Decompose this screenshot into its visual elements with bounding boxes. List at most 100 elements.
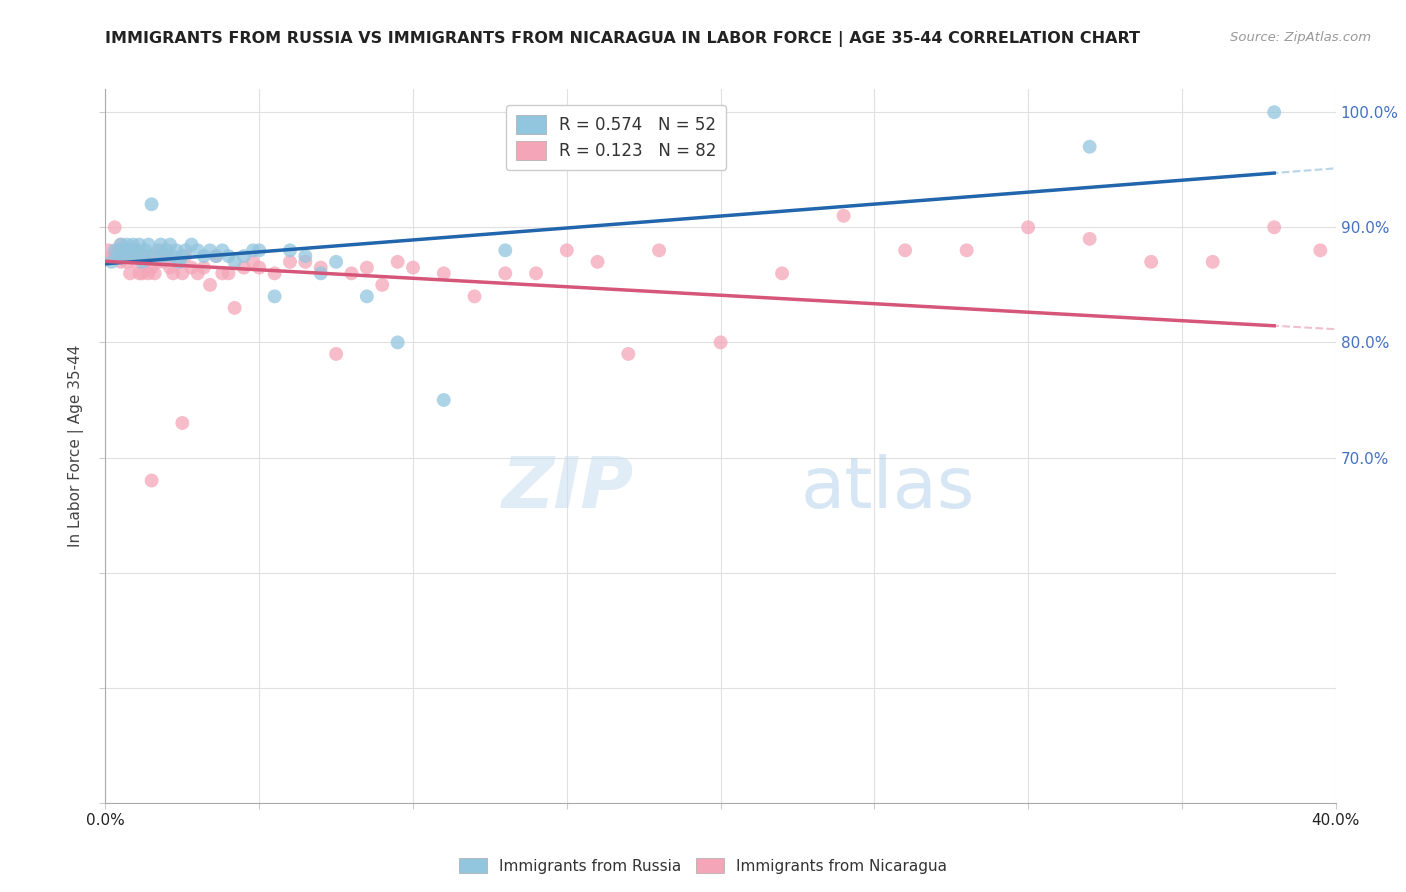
- Point: [309, 260, 332, 275]
- Point: [218, 266, 240, 280]
- Point: [146, 255, 169, 269]
- Point: [110, 237, 132, 252]
- Point: [325, 347, 347, 361]
- Point: [180, 237, 202, 252]
- Point: [128, 249, 150, 263]
- Point: [494, 244, 516, 258]
- Point: [309, 266, 332, 280]
- Point: [159, 237, 181, 252]
- Point: [187, 266, 209, 280]
- Point: [356, 289, 378, 303]
- Point: [112, 249, 135, 263]
- Legend: R = 0.574   N = 52, R = 0.123   N = 82: R = 0.574 N = 52, R = 0.123 N = 82: [506, 104, 727, 169]
- Point: [112, 244, 135, 258]
- Point: [371, 277, 394, 292]
- Point: [648, 244, 671, 258]
- Point: [198, 277, 221, 292]
- Point: [115, 244, 138, 258]
- Point: [131, 255, 153, 269]
- Point: [162, 249, 184, 263]
- Point: [180, 260, 202, 275]
- Point: [125, 244, 148, 258]
- Point: [138, 266, 160, 280]
- Point: [174, 249, 197, 263]
- Y-axis label: In Labor Force | Age 35-44: In Labor Force | Age 35-44: [67, 345, 84, 547]
- Point: [120, 266, 141, 280]
- Point: [165, 244, 187, 258]
- Point: [120, 249, 141, 263]
- Point: [1309, 244, 1331, 258]
- Point: [205, 249, 228, 263]
- Text: IMMIGRANTS FROM RUSSIA VS IMMIGRANTS FROM NICARAGUA IN LABOR FORCE | AGE 35-44 C: IMMIGRANTS FROM RUSSIA VS IMMIGRANTS FRO…: [105, 31, 1140, 47]
- Point: [149, 244, 172, 258]
- Point: [174, 244, 197, 258]
- Point: [134, 249, 156, 263]
- Point: [211, 244, 233, 258]
- Point: [100, 249, 122, 263]
- Point: [263, 289, 285, 303]
- Point: [122, 237, 145, 252]
- Point: [294, 255, 316, 269]
- Point: [134, 249, 156, 263]
- Point: [198, 244, 221, 258]
- Point: [1263, 220, 1285, 235]
- Point: [112, 249, 135, 263]
- Point: [325, 255, 347, 269]
- Point: [110, 237, 132, 252]
- Point: [125, 255, 148, 269]
- Point: [162, 266, 184, 280]
- Point: [1078, 232, 1101, 246]
- Point: [115, 255, 138, 269]
- Point: [104, 244, 127, 258]
- Point: [211, 266, 233, 280]
- Point: [131, 266, 153, 280]
- Point: [141, 474, 163, 488]
- Point: [263, 266, 285, 280]
- Point: [710, 335, 733, 350]
- Point: [1201, 255, 1223, 269]
- Point: [1263, 105, 1285, 120]
- Point: [125, 244, 148, 258]
- Point: [107, 244, 129, 258]
- Point: [232, 260, 254, 275]
- Point: [224, 301, 246, 315]
- Point: [433, 392, 456, 407]
- Point: [218, 249, 240, 263]
- Point: [387, 255, 409, 269]
- Point: [770, 266, 793, 280]
- Point: [894, 244, 917, 258]
- Point: [172, 249, 194, 263]
- Point: [159, 260, 181, 275]
- Point: [141, 249, 163, 263]
- Point: [247, 244, 270, 258]
- Point: [143, 249, 166, 263]
- Point: [956, 244, 979, 258]
- Point: [146, 244, 169, 258]
- Point: [128, 266, 150, 280]
- Text: atlas: atlas: [800, 454, 974, 524]
- Point: [141, 260, 163, 275]
- Point: [104, 220, 127, 235]
- Point: [340, 266, 363, 280]
- Point: [120, 249, 141, 263]
- Point: [356, 260, 378, 275]
- Text: ZIP: ZIP: [502, 454, 634, 524]
- Point: [224, 255, 246, 269]
- Point: [134, 244, 156, 258]
- Point: [110, 244, 132, 258]
- Point: [143, 266, 166, 280]
- Point: [494, 266, 516, 280]
- Point: [141, 197, 163, 211]
- Point: [122, 244, 145, 258]
- Point: [125, 249, 148, 263]
- Point: [153, 255, 176, 269]
- Point: [107, 249, 129, 263]
- Point: [617, 347, 640, 361]
- Point: [149, 237, 172, 252]
- Point: [387, 335, 409, 350]
- Point: [586, 255, 609, 269]
- Point: [100, 255, 122, 269]
- Point: [247, 260, 270, 275]
- Point: [120, 244, 141, 258]
- Point: [232, 249, 254, 263]
